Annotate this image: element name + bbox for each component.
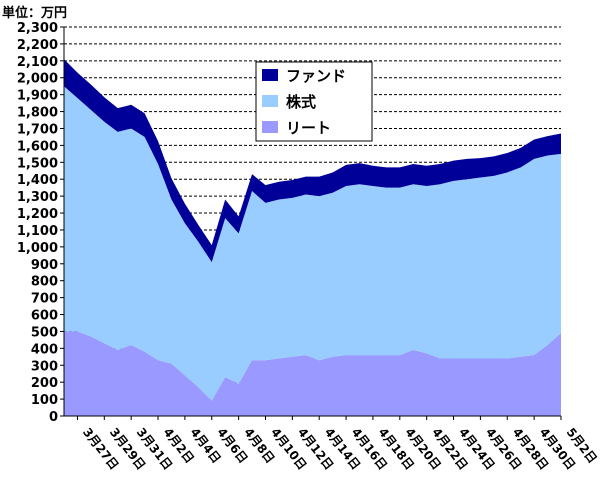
y-tick-label-300: 300 xyxy=(31,359,58,374)
y-tick-label-1100: 1,100 xyxy=(17,224,58,239)
axes xyxy=(63,27,561,417)
area-series-1 xyxy=(64,331,561,416)
y-tick-label-1700: 1,700 xyxy=(17,122,58,137)
y-tick-label-2100: 2,100 xyxy=(17,55,58,70)
y-tick-label-1000: 1,000 xyxy=(17,241,58,256)
y-tick-label-1800: 1,800 xyxy=(17,106,58,121)
area-series-2 xyxy=(64,86,561,401)
y-tick-label-2200: 2,200 xyxy=(17,38,58,53)
y-tick-label-2000: 2,000 xyxy=(17,72,58,87)
legend-label-1: ファンド xyxy=(286,67,346,85)
unit-label: 単位：万円 xyxy=(2,6,68,21)
legend-label-3: リート xyxy=(286,119,331,137)
y-tick-label-800: 800 xyxy=(31,275,58,290)
legend-label-2: 株式 xyxy=(286,93,316,111)
y-tick-label-1600: 1,600 xyxy=(17,139,58,154)
y-tick-label-100: 100 xyxy=(31,393,58,408)
y-tick-label-1400: 1,400 xyxy=(17,173,58,188)
y-tick-label-0: 0 xyxy=(49,410,58,425)
legend-swatch-3 xyxy=(262,121,278,133)
data-areas xyxy=(64,59,561,416)
y-tick-label-400: 400 xyxy=(31,342,58,357)
y-tick-label-1300: 1,300 xyxy=(17,190,58,205)
y-tick-label-200: 200 xyxy=(31,376,58,391)
y-tick-label-1500: 1,500 xyxy=(17,156,58,171)
y-tick-label-600: 600 xyxy=(31,309,58,324)
y-tick-label-2300: 2,300 xyxy=(17,21,58,36)
y-tick-label-500: 500 xyxy=(31,325,58,340)
y-tick-label-900: 900 xyxy=(31,258,58,273)
y-tick-label-1200: 1,200 xyxy=(17,207,58,222)
legend-swatch-1 xyxy=(262,69,278,81)
y-tick-label-1900: 1,900 xyxy=(17,89,58,104)
area-series-3 xyxy=(64,59,561,263)
y-tick-label-700: 700 xyxy=(31,292,58,307)
x-tick-labels: 3月27日3月29日3月31日4月2日4月4日4月6日4月8日4月10日4月12… xyxy=(76,416,600,473)
legend-swatch-2 xyxy=(262,95,278,107)
